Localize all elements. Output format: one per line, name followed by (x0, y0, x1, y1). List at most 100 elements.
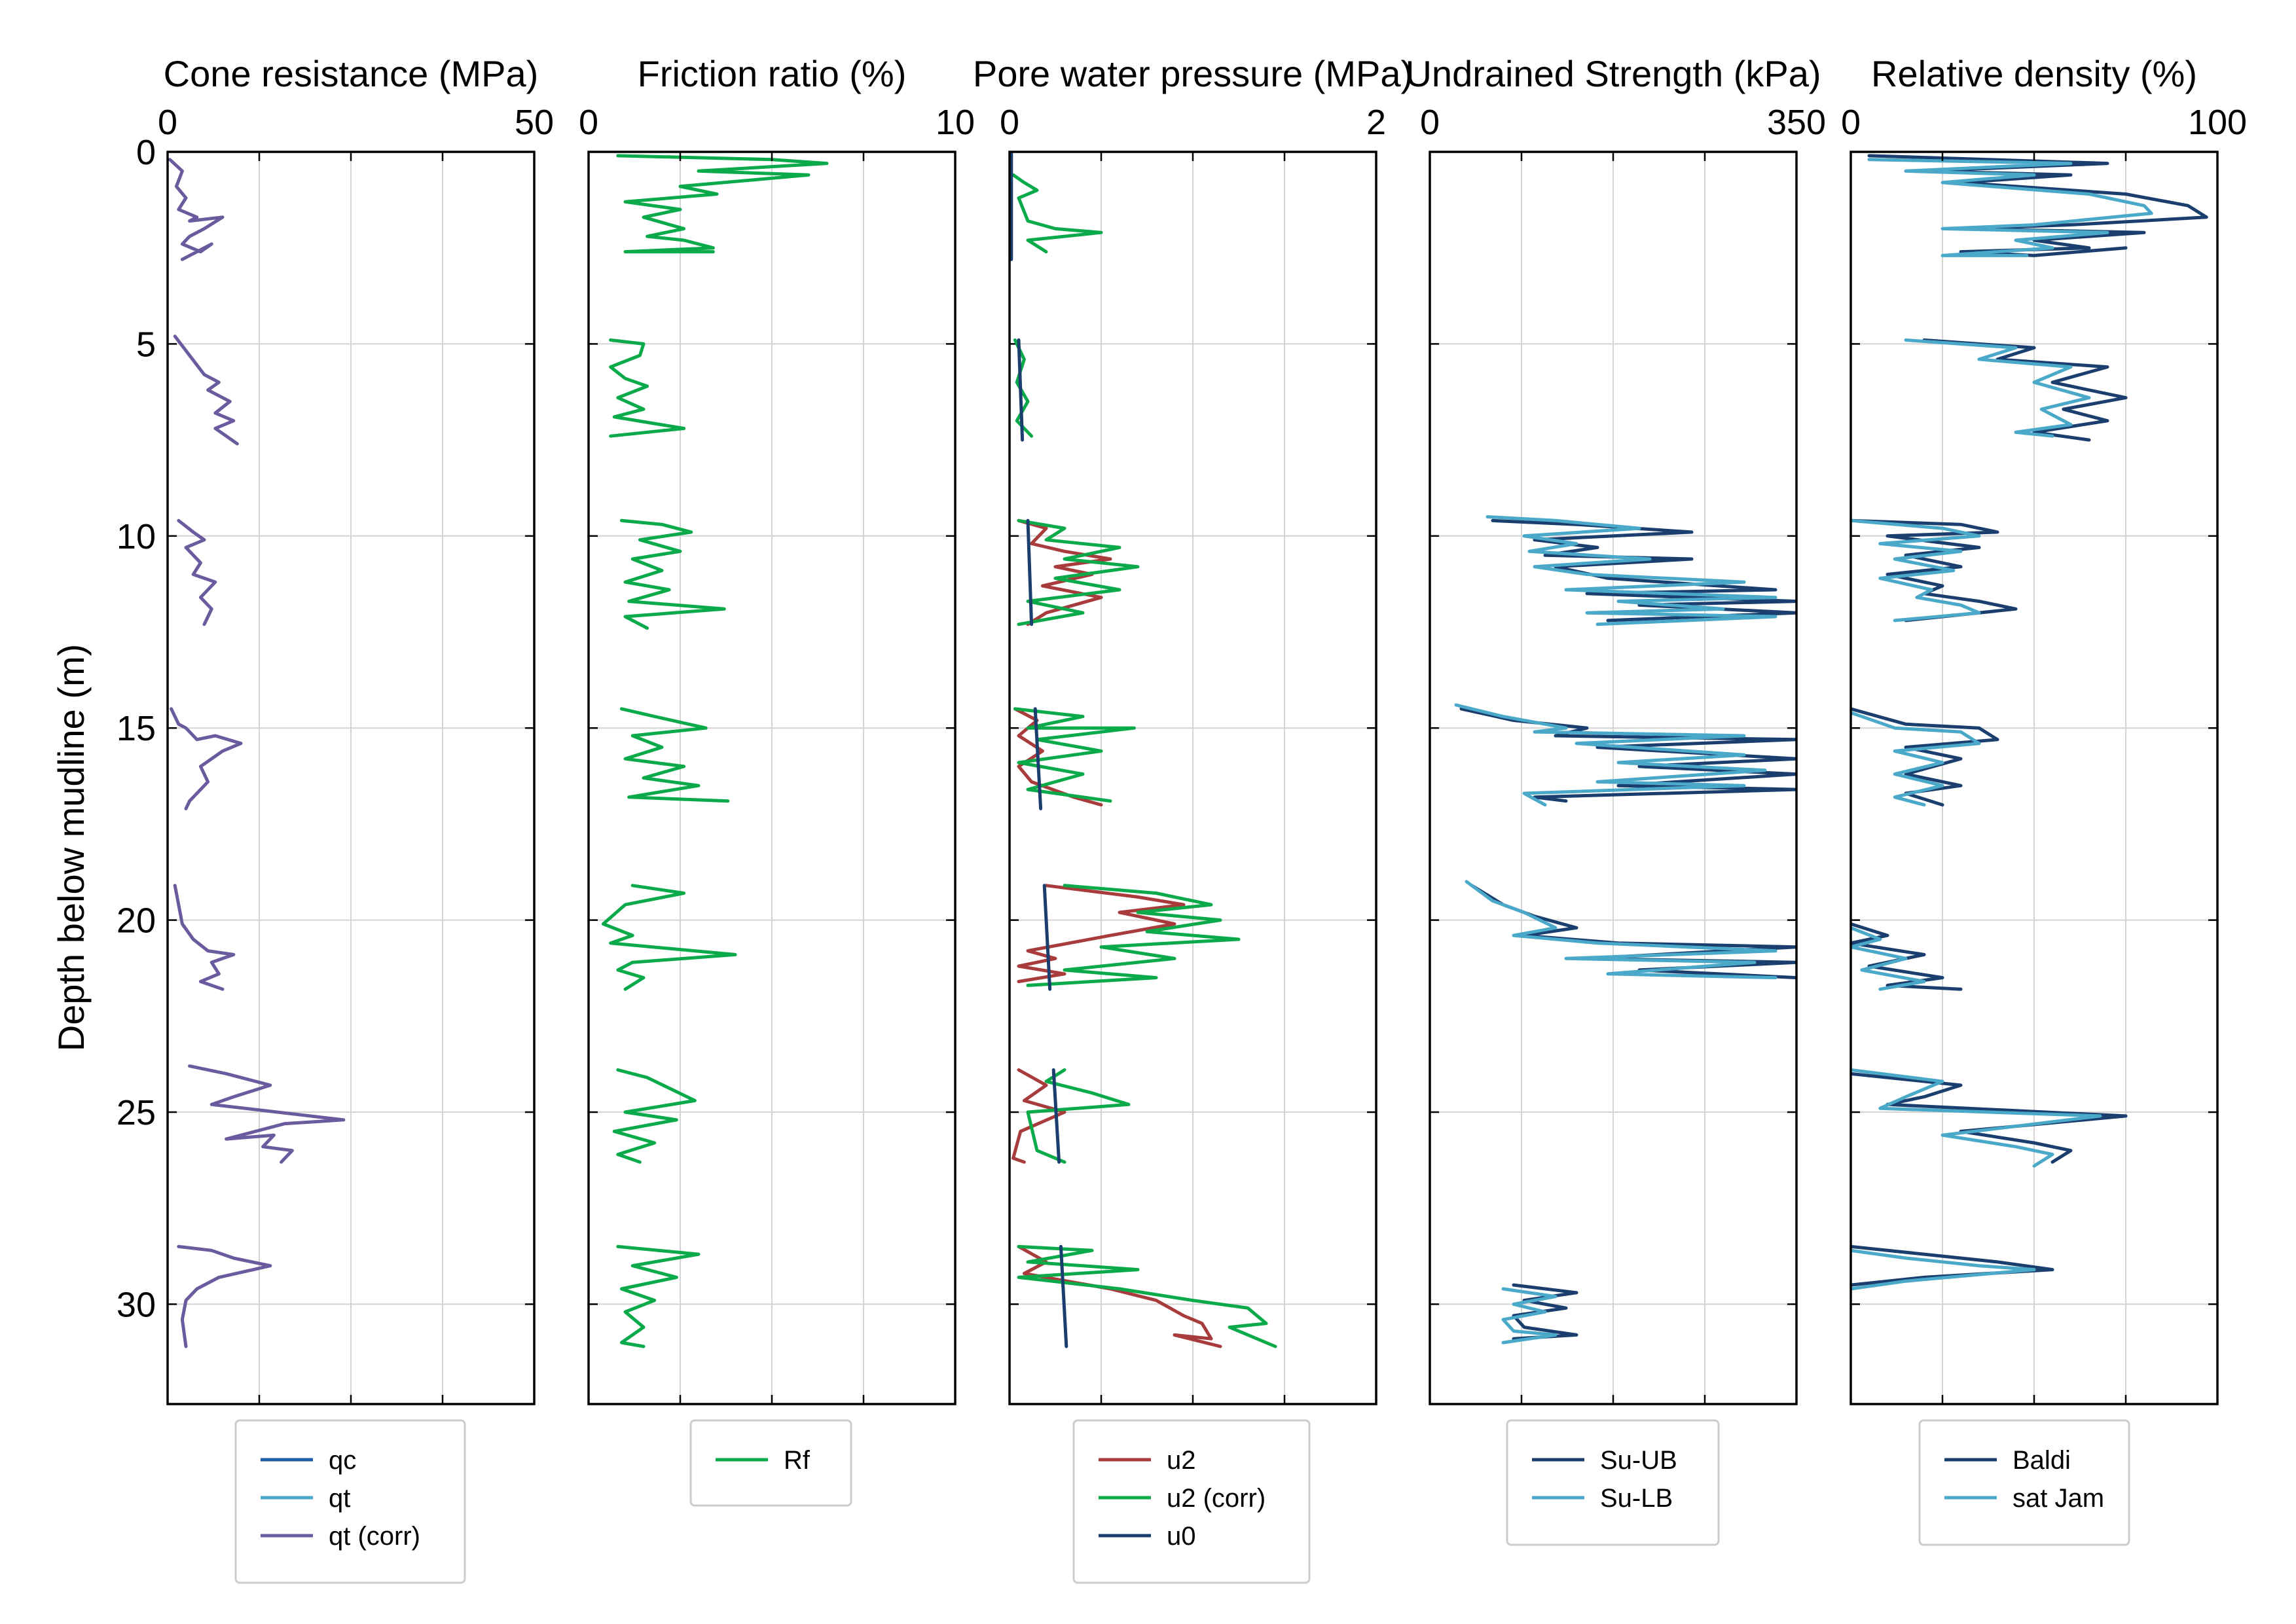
legend-label: qt (329, 1484, 350, 1513)
series-line-rf (612, 1068, 697, 1164)
series-line-qt-corr- (168, 158, 225, 261)
x-tick-label: 0 (1420, 103, 1440, 142)
legend-label: u2 (corr) (1167, 1484, 1266, 1513)
panel-2: 0 10 Friction ratio (%) Rf (579, 53, 975, 1507)
x-tick-label: 2 (1366, 103, 1386, 142)
series-line-u2 (1017, 1244, 1222, 1348)
legend-box (1506, 1419, 1720, 1546)
series-line-u2-corr- (1017, 1244, 1277, 1348)
series-line-baldi (1851, 1244, 2054, 1287)
series-line-qt-corr- (173, 884, 236, 991)
panel-title: Undrained Strength (kPa) (1405, 53, 1821, 94)
series-line-u0 (1026, 518, 1034, 626)
legend-label: qc (329, 1446, 356, 1475)
series-line-su-lb (1465, 880, 1777, 980)
legend-label: Su-UB (1600, 1446, 1677, 1475)
x-tick-label: 350 (1767, 103, 1826, 142)
y-tick-label: 25 (117, 1093, 156, 1132)
x-tick-label: 10 (936, 103, 975, 142)
series-line-sat-jam (1851, 1248, 2036, 1291)
legend: Rf (689, 1419, 852, 1507)
series-line-rf (616, 1244, 701, 1348)
legend: Baldi sat Jam (1918, 1419, 2130, 1546)
series-line-u2 (1017, 518, 1112, 626)
legend-box (689, 1419, 852, 1507)
y-tick-label: 0 (136, 133, 156, 172)
y-tick-label: 30 (117, 1285, 156, 1324)
series-line-rf (609, 338, 686, 438)
series-line-u2 (1017, 884, 1186, 983)
series-line-u2 (1011, 1068, 1066, 1164)
y-tick-label: 15 (117, 709, 156, 748)
series-line-u0 (1059, 1244, 1068, 1348)
legend-label: sat Jam (2013, 1484, 2104, 1513)
series-line-u0 (1042, 884, 1052, 991)
series-line-u0 (1033, 707, 1043, 810)
series-line-su-lb (1501, 1287, 1558, 1344)
series-line-rf (619, 707, 730, 803)
series-line-qt-corr- (177, 1244, 272, 1348)
series-line-baldi (1851, 1072, 2128, 1164)
legend: qc qt qt (corr) (234, 1419, 466, 1584)
panel-1: 0 5 10 15 20 25 30 0 50 Cone resistance (MPa) qc qt… (117, 53, 554, 1584)
legend-label: Rf (784, 1446, 811, 1475)
legend-box (1918, 1419, 2130, 1546)
legend-label: u2 (1167, 1446, 1196, 1475)
legend-label: Baldi (2013, 1446, 2071, 1475)
y-axis-label: Depth below mudline (m) (50, 644, 92, 1051)
series-line-u2-corr- (1017, 518, 1140, 626)
panel-title: Pore water pressure (MPa) (973, 53, 1413, 94)
panel-title: Relative density (%) (1871, 53, 2197, 94)
x-tick-label: 0 (579, 103, 598, 142)
series-line-baldi (1922, 338, 2128, 442)
panel-title: Cone resistance (MPa) (164, 53, 539, 94)
legend-label: u0 (1167, 1522, 1196, 1551)
series-group (1454, 515, 1796, 1344)
x-tick-label: 50 (515, 103, 554, 142)
series-group (168, 158, 346, 1348)
y-tick-label: 10 (117, 517, 156, 556)
y-tick-label: 5 (136, 325, 156, 364)
x-tick-label: 0 (1000, 103, 1019, 142)
y-tick-label: 20 (117, 901, 156, 941)
series-line-rf (619, 518, 726, 630)
series-line-u2-corr- (1013, 707, 1136, 803)
legend-label: Su-LB (1600, 1484, 1673, 1513)
series-line-su-ub (1459, 707, 1796, 803)
series-line-sat-jam (1851, 518, 1981, 623)
series-line-qt-corr- (177, 518, 217, 626)
panel-5: 0 100 Relative density (%) Baldi sat Jam (1841, 53, 2247, 1546)
series-line-baldi (1851, 518, 2018, 623)
series-line-qt-corr- (188, 1064, 346, 1164)
series-line-sat-jam (1851, 711, 1981, 807)
series-line-u2-corr- (1013, 338, 1034, 438)
series-line-sat-jam (1851, 1068, 2102, 1168)
legend: Su-UB Su-LB (1506, 1419, 1720, 1546)
series-line-rf (601, 884, 737, 991)
series-group (1010, 152, 1277, 1348)
series-line-qt-corr- (170, 707, 243, 810)
series-line-u0 (1051, 1068, 1061, 1164)
series-group (1851, 154, 2208, 1291)
series-line-rf (616, 154, 829, 254)
x-tick-label: 0 (158, 103, 177, 142)
series-line-sat-jam (1904, 338, 2091, 438)
panel-title: Friction ratio (%) (638, 53, 907, 94)
series-line-u2-corr- (1011, 173, 1103, 254)
series-line-sat-jam (1851, 926, 1926, 991)
panel-3: 0 2 Pore water pressure (MPa) u2 u2 (corr) u0 (973, 53, 1413, 1584)
series-line-u2-corr- (1026, 884, 1241, 987)
legend: u2 u2 (corr) u0 (1072, 1419, 1311, 1584)
series-line-qt-corr- (173, 334, 239, 446)
series-group (601, 154, 829, 1348)
series-line-sat-jam (1867, 158, 2153, 257)
x-tick-label: 100 (2188, 103, 2247, 142)
legend-label: qt (corr) (329, 1522, 420, 1551)
series-line-su-lb (1454, 703, 1767, 807)
series-line-u2-corr- (1026, 1068, 1131, 1164)
x-tick-label: 0 (1841, 103, 1861, 142)
panel-4: 0 350 Undrained Strength (kPa) Su-UB Su-LB (1405, 53, 1826, 1546)
series-line-u0 (1017, 338, 1025, 442)
series-line-su-lb (1485, 515, 1777, 626)
